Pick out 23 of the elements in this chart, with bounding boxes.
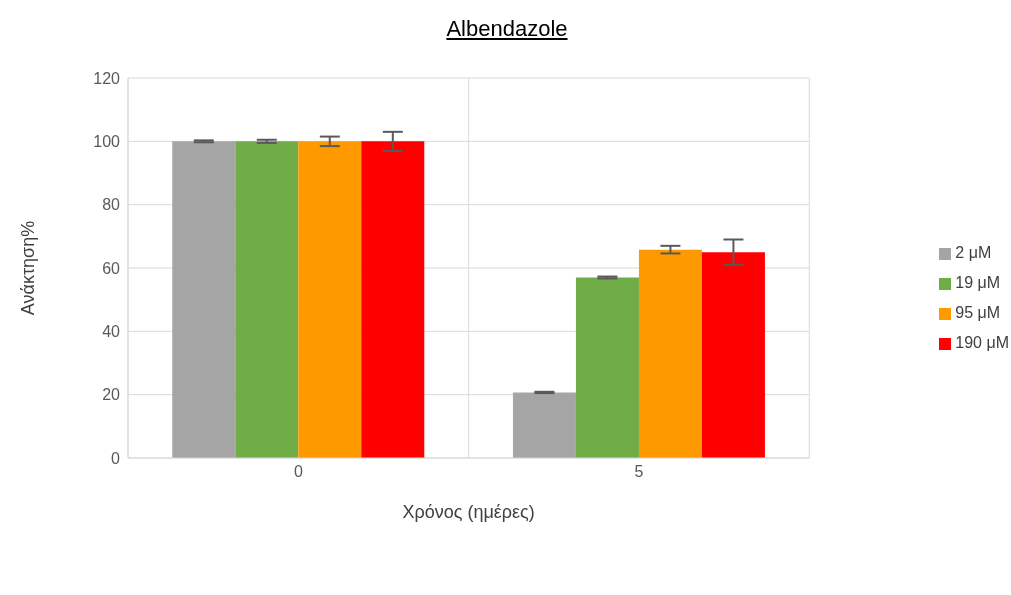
bar <box>235 141 299 458</box>
x-axis-title: Χρόνος (ημέρες) <box>402 502 535 522</box>
y-tick-label: 20 <box>102 386 121 404</box>
y-tick-label: 40 <box>102 323 121 341</box>
y-tick-label: 120 <box>93 69 121 87</box>
chart-title: Albendazole <box>445 16 569 42</box>
y-tick-label: 60 <box>102 259 121 277</box>
bar <box>638 249 702 458</box>
bar <box>701 252 765 458</box>
legend-label: 19 μM <box>955 274 1001 291</box>
bar <box>172 141 236 458</box>
y-axis-title: Ανάκτηση% <box>18 220 39 316</box>
bar <box>361 141 425 458</box>
legend-label: 2 μM <box>955 244 992 261</box>
y-tick-label: 80 <box>102 196 121 214</box>
bar <box>298 141 362 458</box>
y-tick-label: 100 <box>93 133 121 151</box>
y-tick-label: 0 <box>111 449 121 467</box>
bar <box>575 277 639 458</box>
legend-label: 95 μM <box>955 304 1001 321</box>
legend-label: 190 μM <box>955 334 1009 351</box>
bar <box>512 392 576 458</box>
x-tick-label: 5 <box>634 463 644 481</box>
